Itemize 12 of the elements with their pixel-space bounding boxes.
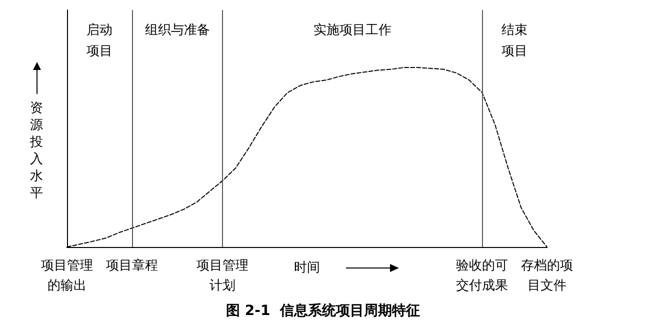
text: 实施项目工作 (313, 23, 392, 38)
text: 启动项目 (86, 22, 112, 59)
text: 组织与准备 (144, 23, 210, 38)
text: 图 2-1 信息系统项目周期特征 (226, 302, 420, 319)
x-tick-label: 验收的可交付成果 (456, 258, 508, 292)
x-axis-title: 时间 (294, 260, 320, 276)
x-tick-label: 存档的项目文件 (521, 258, 573, 292)
x-tick-label: 项目章程 (106, 258, 158, 272)
x-tick-label: 项目管理的输出 (41, 258, 93, 292)
text: 结束项目 (502, 23, 528, 59)
x-tick-label: 项目管理计划 (196, 258, 249, 292)
y-axis-title: 资源投入水平 (29, 101, 43, 201)
